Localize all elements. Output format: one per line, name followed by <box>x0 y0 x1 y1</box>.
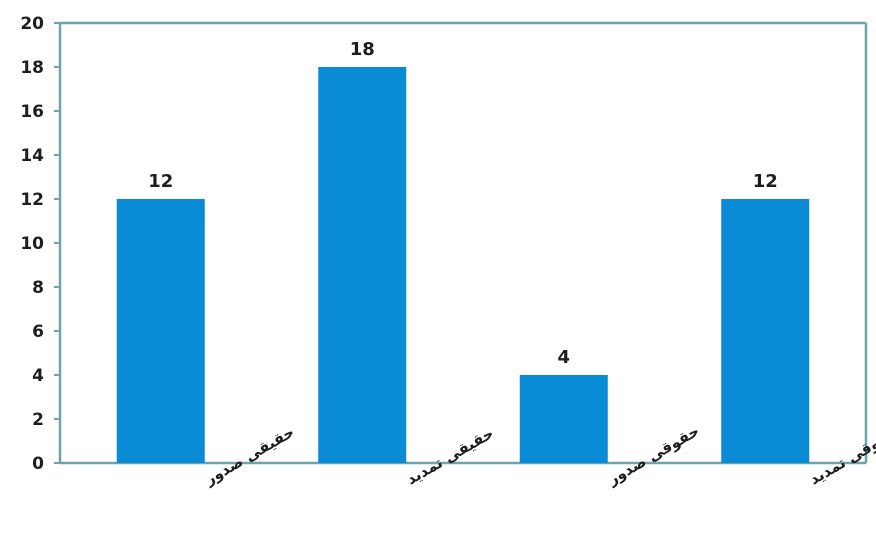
y-tick-label: 14 <box>20 146 44 166</box>
bar-data-label: 4 <box>557 347 570 368</box>
y-tick-label: 4 <box>32 366 44 386</box>
bar <box>116 199 205 463</box>
bar-data-label: 12 <box>148 171 173 192</box>
y-tick-label: 0 <box>32 454 44 474</box>
bar <box>519 375 608 463</box>
bar-data-label: 12 <box>753 171 778 192</box>
y-axis-ticks: 0 2 4 6 8 10 12 14 16 18 20 <box>20 14 60 474</box>
data-labels: 12 18 4 12 <box>148 39 778 368</box>
y-tick-label: 10 <box>20 234 44 254</box>
bar <box>721 199 810 463</box>
bar-data-label: 18 <box>350 39 375 60</box>
y-tick-label: 6 <box>32 322 44 342</box>
y-tick-label: 8 <box>32 278 44 298</box>
bar <box>318 67 407 463</box>
y-tick-label: 2 <box>32 410 44 430</box>
y-tick-label: 16 <box>20 102 44 122</box>
y-tick-label: 12 <box>20 190 44 210</box>
y-tick-label: 18 <box>20 58 44 78</box>
y-tick-label: 20 <box>20 14 44 34</box>
bars <box>116 67 810 463</box>
